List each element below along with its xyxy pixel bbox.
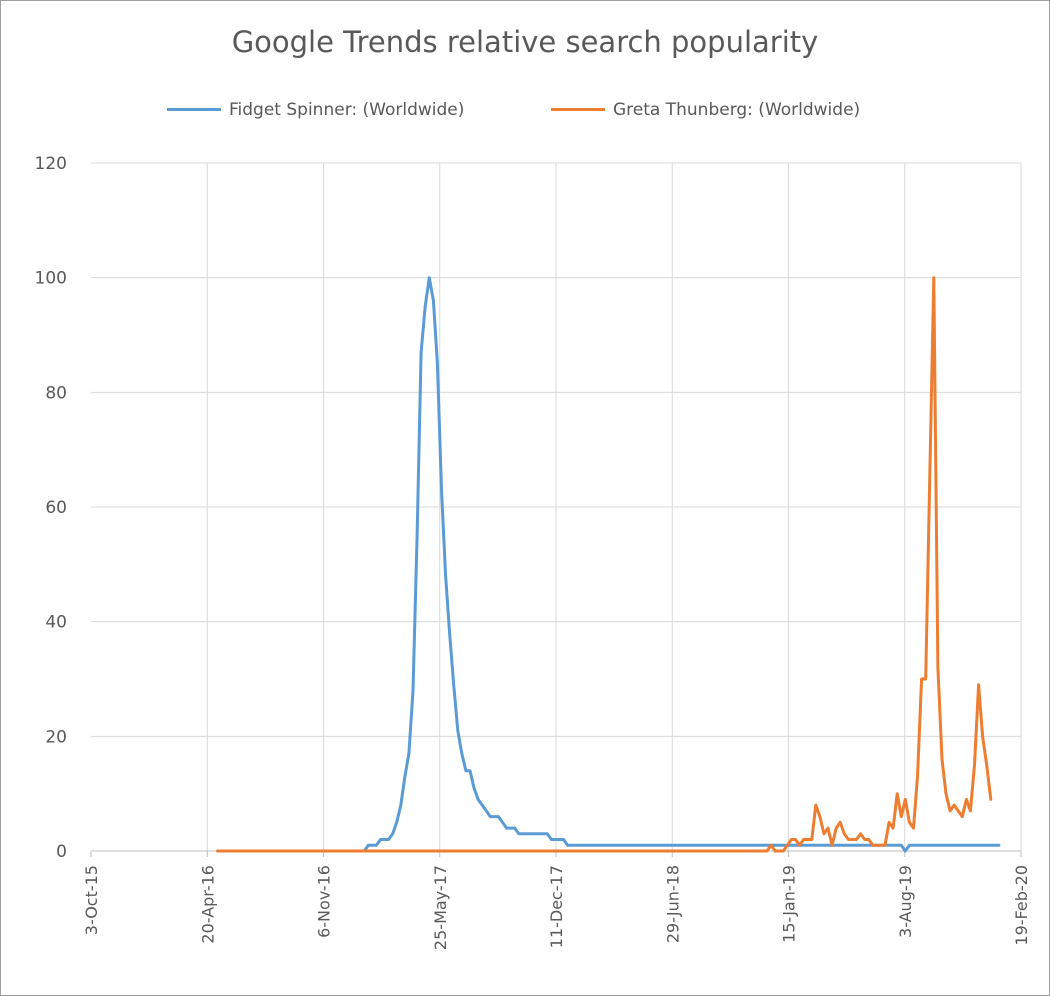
x-tick-label: 11-Dec-17 — [547, 865, 566, 948]
y-tick-label: 40 — [45, 613, 67, 633]
x-tick-label: 29-Jun-18 — [663, 865, 682, 943]
x-tick-label: 25-May-17 — [431, 865, 450, 950]
chart-legend: Fidget Spinner: (Worldwide) Greta Thunbe… — [1, 97, 1049, 123]
legend-swatch-greta-thunberg — [551, 108, 605, 111]
legend-label-greta-thunberg: Greta Thunberg: (Worldwide) — [613, 100, 861, 120]
x-tick-label: 3-Aug-19 — [896, 865, 915, 938]
y-tick-label: 100 — [35, 269, 67, 289]
series-line-fidget-spinner — [216, 276, 1001, 853]
y-tick-label: 60 — [45, 498, 67, 518]
legend-label-fidget-spinner: Fidget Spinner: (Worldwide) — [229, 100, 465, 120]
x-tick-label: 15-Jan-19 — [780, 865, 799, 943]
y-tick-label: 20 — [45, 727, 67, 747]
x-tick-label: 19-Feb-20 — [1012, 865, 1031, 946]
legend-swatch-fidget-spinner — [167, 108, 221, 111]
chart-title: Google Trends relative search popularity — [231, 25, 819, 59]
y-tick-label: 0 — [56, 842, 67, 862]
x-tick-label: 3-Oct-15 — [82, 865, 101, 935]
x-tick-label: 6-Nov-16 — [315, 865, 334, 938]
x-tick-label: 20-Apr-16 — [198, 865, 217, 944]
y-tick-label: 120 — [35, 154, 67, 174]
series-line-greta-thunberg — [216, 276, 993, 853]
y-tick-label: 80 — [45, 383, 67, 403]
